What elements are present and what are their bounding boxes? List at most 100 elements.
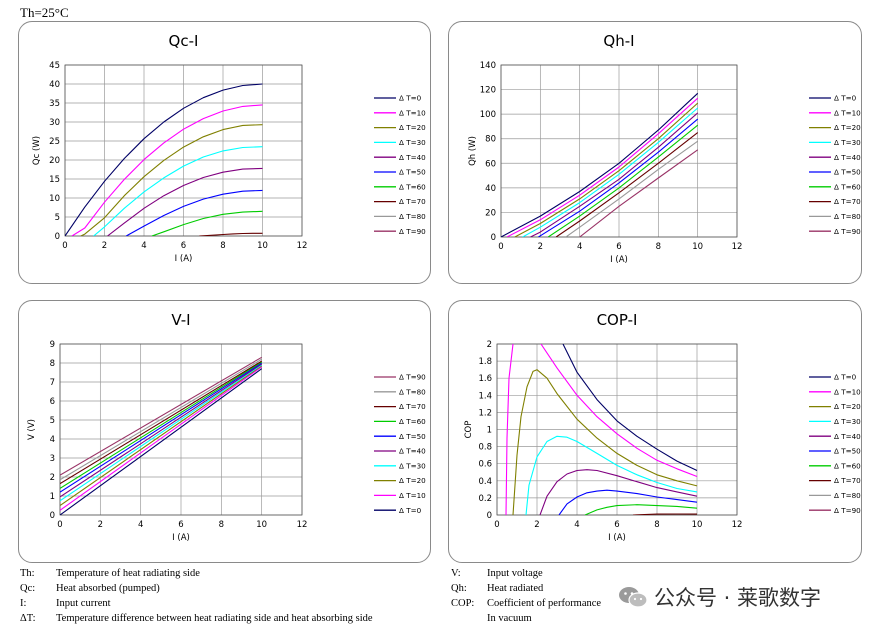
legend-label: Δ T=50 [834, 168, 861, 177]
series-line [565, 140, 699, 237]
y-tick-label: 15 [49, 175, 60, 185]
x-tick-label: 8 [219, 520, 224, 530]
series-line [65, 83, 263, 236]
series-line [512, 369, 698, 515]
x-tick-label: 10 [257, 241, 268, 251]
y-tick-label: 0.6 [478, 460, 492, 470]
footer-key: I: [20, 598, 27, 609]
footer-value: In vacuum [487, 613, 532, 624]
legend-label: Δ T=90 [399, 373, 426, 382]
v-i-title: V-I [171, 311, 190, 329]
series-line [60, 361, 262, 489]
series-line [60, 366, 263, 511]
legend-label: Δ T=40 [399, 447, 426, 456]
x-tick-label: 6 [181, 241, 186, 251]
series-line [501, 92, 699, 237]
x-tick-label: 10 [256, 520, 267, 530]
legend-label: Δ T=20 [834, 402, 861, 411]
y-tick-label: 2 [50, 473, 55, 483]
legend-label: Δ T=40 [834, 432, 861, 441]
y-tick-label: 6 [50, 397, 55, 407]
x-tick-label: 0 [498, 242, 503, 252]
cop-i-title: COP-I [597, 311, 638, 329]
footer-row: In vacuum [451, 611, 601, 626]
legend-label: Δ T=90 [834, 227, 861, 236]
legend-label: Δ T=40 [834, 153, 861, 162]
footer-row: Qh: Heat radiated [451, 581, 601, 596]
watermark-text: 公众号 · 莱歌数字 [654, 586, 822, 610]
series-line [539, 469, 698, 515]
legend-label: Δ T=80 [399, 212, 426, 221]
legend-label: Δ T=10 [399, 108, 426, 117]
legend-label: Δ T=80 [834, 491, 861, 500]
y-tick-label: 0.2 [478, 494, 492, 504]
legend-label: Δ T=90 [834, 506, 861, 515]
y-tick-label: 40 [485, 184, 496, 194]
series-line [579, 149, 699, 237]
legend-label: Δ T=70 [834, 197, 861, 206]
legend-label: Δ T=30 [834, 138, 861, 147]
chart-panel-cop-i: COP-I 0 2 4 6 8 10 12 0 0.2 0.4 0.6 0.8 1 1.2 1.4 1.6 1.8… [448, 300, 862, 563]
x-tick-label: 8 [654, 520, 659, 530]
footer-key [451, 611, 487, 626]
legend-label: Δ T=30 [399, 138, 426, 147]
series-line [558, 489, 698, 515]
chart-panel-qc-i: Qc-I 0 2 4 6 8 10 12 0 5 10 15 20 25 30 35 40 45 I (A) Qc (… [18, 21, 431, 284]
y-tick-label: 0 [50, 511, 55, 521]
legend-label: Δ T=80 [834, 212, 861, 221]
x-axis-label: I (A) [608, 533, 626, 543]
x-tick-label: 2 [98, 520, 103, 530]
footer-row: I: Input current [20, 596, 373, 611]
x-tick-label: 0 [57, 520, 62, 530]
y-tick-label: 8 [50, 359, 55, 369]
x-tick-label: 12 [732, 242, 743, 252]
x-tick-label: 10 [692, 242, 703, 252]
footer-key: Qc: [20, 583, 36, 594]
legend-label: Δ T=70 [834, 476, 861, 485]
y-axis-label: Qh (W) [468, 136, 478, 166]
y-tick-label: 3 [50, 454, 55, 464]
y-tick-label: 25 [49, 137, 60, 147]
legend-label: Δ T=60 [834, 461, 861, 470]
y-tick-label: 40 [49, 80, 60, 90]
y-axis-label: COP [464, 421, 474, 439]
y-tick-label: 35 [49, 99, 60, 109]
x-axis-label: I (A) [172, 533, 190, 543]
x-tick-label: 12 [297, 241, 308, 251]
series-line [60, 358, 262, 481]
series-line [584, 504, 698, 515]
series-line [60, 364, 263, 502]
series-line [530, 112, 699, 237]
wechat-icon [619, 587, 648, 608]
footer-value: Temperature difference between heat radi… [56, 613, 373, 624]
x-tick-label: 2 [102, 241, 107, 251]
x-tick-label: 0 [494, 520, 499, 530]
series-line [555, 132, 699, 237]
series-line [125, 189, 263, 236]
series-line [632, 513, 698, 515]
y-tick-label: 0 [487, 511, 492, 521]
x-tick-label: 4 [141, 241, 146, 251]
footer-row: COP: Coefficient of performance [451, 596, 601, 611]
footer-value: Heat radiated [487, 583, 544, 594]
y-tick-label: 60 [485, 159, 496, 169]
x-tick-label: 2 [538, 242, 543, 252]
footer-row: V: Input voltage [451, 566, 601, 581]
legend-label: Δ T=0 [399, 506, 422, 515]
y-tick-label: 7 [50, 378, 55, 388]
y-tick-label: 1 [487, 426, 492, 436]
chart-panel-qh-i: Qh-I 0 2 4 6 8 10 12 0 20 40 60 80 100 120 140 I (A) Qh (… [448, 21, 862, 284]
y-tick-label: 1.2 [478, 408, 492, 418]
legend-label: Δ T=80 [399, 387, 426, 396]
footer-value: Heat absorbed (pumped) [56, 583, 160, 594]
series-line [538, 118, 699, 237]
y-tick-label: 45 [49, 61, 60, 71]
series-line [107, 167, 263, 236]
x-tick-label: 8 [656, 242, 661, 252]
series-line [522, 107, 699, 237]
y-tick-label: 0 [55, 232, 60, 242]
x-axis-label: I (A) [175, 254, 193, 264]
legend-label: Δ T=20 [834, 123, 861, 132]
x-tick-label: 4 [138, 520, 143, 530]
